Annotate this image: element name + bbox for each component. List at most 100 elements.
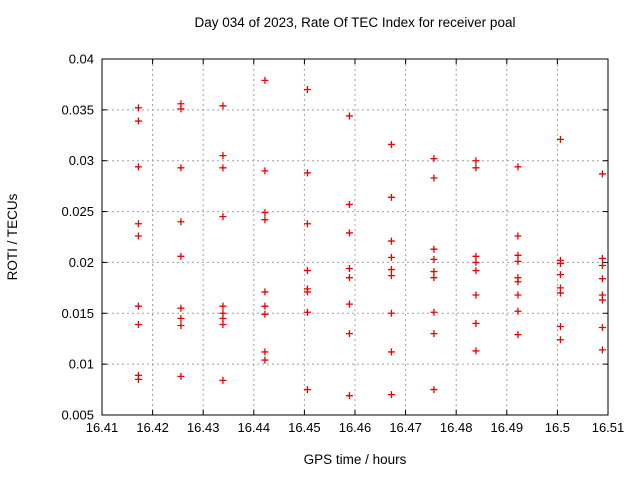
data-point-marker: [556, 289, 564, 297]
y-tick-label: 0.01: [69, 357, 94, 372]
x-tick-label: 16.42: [136, 420, 169, 435]
data-point-marker: [430, 268, 438, 276]
data-point-marker: [345, 300, 353, 308]
data-point-marker: [556, 259, 564, 267]
data-point-marker: [261, 302, 269, 310]
data-point-marker: [345, 265, 353, 273]
x-tick-label: 16.46: [339, 420, 372, 435]
data-point-marker: [387, 193, 395, 201]
data-point-marker: [303, 308, 311, 316]
data-point-marker: [556, 271, 564, 279]
x-axis-label: GPS time / hours: [304, 452, 407, 467]
x-tick-label: 16.5: [545, 420, 570, 435]
data-point-marker: [261, 348, 269, 356]
y-tick-label: 0.025: [61, 204, 94, 219]
data-point-marker: [261, 310, 269, 318]
y-tick-label: 0.03: [69, 153, 94, 168]
data-point-marker: [514, 257, 522, 265]
data-point-marker: [598, 296, 606, 304]
data-point-marker: [387, 391, 395, 399]
data-point-marker: [345, 200, 353, 208]
data-point-marker: [303, 220, 311, 228]
data-point-marker: [472, 347, 480, 355]
data-point-marker: [177, 321, 185, 329]
plot-border: [101, 58, 609, 416]
data-point-marker: [387, 272, 395, 280]
data-point-marker: [387, 140, 395, 148]
chart-title: Day 034 of 2023, Rate Of TEC Index for r…: [195, 15, 516, 30]
data-point-marker: [598, 261, 606, 269]
data-point-marker: [430, 274, 438, 282]
data-point-marker: [261, 167, 269, 175]
data-point-marker: [472, 319, 480, 327]
tick-labels: 16.41 16.42 16.43 16.44 16.45 16.46 16.47 16.48…: [61, 52, 624, 436]
gridlines: [102, 59, 608, 415]
data-point-marker: [514, 307, 522, 315]
data-point-marker: [134, 104, 142, 112]
data-point-marker: [345, 330, 353, 338]
data-point-marker: [472, 267, 480, 275]
data-point-marker: [387, 309, 395, 317]
x-tick-label: 16.47: [389, 420, 422, 435]
data-point-marker: [177, 105, 185, 113]
data-point-marker: [472, 252, 480, 260]
y-tick-label: 0.04: [69, 52, 94, 67]
data-point-marker: [219, 302, 227, 310]
x-tick-label: 16.41: [86, 420, 119, 435]
data-point-marker: [219, 320, 227, 328]
data-point-marker: [430, 386, 438, 394]
data-point-marker: [556, 336, 564, 344]
data-point-marker: [177, 218, 185, 226]
data-point-marker: [598, 275, 606, 283]
data-point-marker: [598, 346, 606, 354]
data-point-marker: [177, 314, 185, 322]
data-point-marker: [472, 291, 480, 299]
data-point-marker: [303, 267, 311, 275]
data-point-marker: [514, 251, 522, 259]
y-tick-label: 0.005: [61, 408, 94, 423]
data-point-marker: [177, 372, 185, 380]
x-tick-label: 16.49: [491, 420, 524, 435]
data-point-marker: [387, 253, 395, 261]
data-point-marker: [387, 266, 395, 274]
data-point-marker: [514, 278, 522, 286]
data-point-marker: [387, 348, 395, 356]
data-point-marker: [430, 308, 438, 316]
data-points: [134, 76, 606, 400]
data-point-marker: [261, 216, 269, 224]
data-point-marker: [345, 229, 353, 237]
data-point-marker: [430, 245, 438, 253]
data-point-marker: [134, 302, 142, 310]
data-point-marker: [134, 163, 142, 171]
data-point-marker: [219, 376, 227, 384]
data-point-marker: [303, 169, 311, 177]
data-point-marker: [345, 112, 353, 120]
data-point-marker: [177, 252, 185, 260]
x-tick-label: 16.45: [288, 420, 321, 435]
data-point-marker: [598, 170, 606, 178]
data-point-marker: [134, 320, 142, 328]
data-point-marker: [303, 288, 311, 296]
x-tick-label: 16.44: [238, 420, 271, 435]
data-point-marker: [430, 155, 438, 163]
data-point-marker: [303, 386, 311, 394]
data-point-marker: [177, 164, 185, 172]
data-point-marker: [219, 164, 227, 172]
data-point-marker: [219, 102, 227, 110]
data-point-marker: [134, 220, 142, 228]
y-tick-label: 0.035: [61, 102, 94, 117]
data-point-marker: [472, 258, 480, 266]
data-point-marker: [134, 232, 142, 240]
x-tick-label: 16.43: [187, 420, 220, 435]
data-point-marker: [598, 254, 606, 262]
data-point-marker: [261, 76, 269, 84]
data-point-marker: [303, 86, 311, 94]
data-point-marker: [387, 237, 395, 245]
data-point-marker: [134, 117, 142, 125]
data-point-marker: [219, 152, 227, 160]
data-point-marker: [556, 323, 564, 331]
data-point-marker: [514, 331, 522, 339]
data-point-marker: [345, 274, 353, 282]
